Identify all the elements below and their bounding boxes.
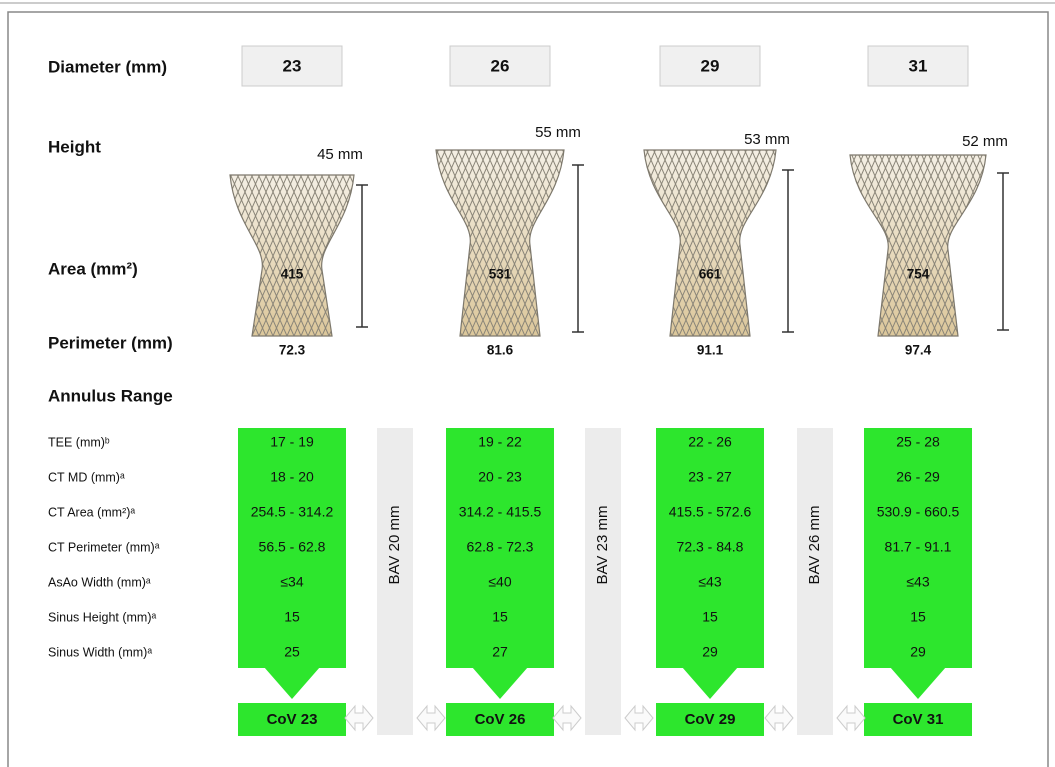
label: Diameter (mm): [48, 57, 167, 76]
row-label: CT Perimeter (mm)ᵃ: [48, 540, 160, 554]
bav-arrow: [836, 704, 866, 732]
range: 415.5 - 572.6: [669, 504, 752, 520]
label: Height: [48, 137, 101, 156]
range: 29: [702, 644, 718, 660]
range: 530.9 - 660.5: [877, 504, 960, 520]
cov: CoV 23: [267, 711, 318, 728]
range: 15: [492, 609, 508, 625]
bav: BAV 23 mm: [594, 506, 611, 585]
range: 15: [910, 609, 926, 625]
diameter-box: [659, 45, 761, 87]
bav-arrow: [624, 704, 654, 732]
bav: BAV 20 mm: [386, 506, 403, 585]
bav-arrow: [416, 704, 446, 732]
range: 72.3 - 84.8: [677, 539, 744, 555]
range: 81.7 - 91.1: [885, 539, 952, 555]
range-arrow: [890, 667, 946, 699]
range: 15: [702, 609, 718, 625]
height: 53 mm: [744, 131, 790, 148]
bav-bar: [797, 428, 833, 735]
range: 20 - 23: [478, 469, 522, 485]
range-arrow: [472, 667, 528, 699]
diameter-box: [867, 45, 969, 87]
cov: CoV 26: [475, 711, 526, 728]
area: 754: [907, 267, 930, 282]
range: 26 - 29: [896, 469, 940, 485]
perimeter: 97.4: [905, 343, 932, 358]
valve-frame: [849, 154, 987, 337]
height: 55 mm: [535, 124, 581, 141]
range: ≤43: [906, 574, 929, 590]
range: 17 - 19: [270, 434, 314, 450]
range: 22 - 26: [688, 434, 732, 450]
cov: CoV 29: [685, 711, 736, 728]
area: 415: [281, 267, 304, 282]
range: 62.8 - 72.3: [467, 539, 534, 555]
height: 52 mm: [962, 133, 1008, 150]
row-label: Sinus Width (mm)ᵃ: [48, 645, 152, 659]
bav-arrow: [552, 704, 582, 732]
range: 25 - 28: [896, 434, 940, 450]
height: 45 mm: [317, 146, 363, 163]
range: 25: [284, 644, 300, 660]
range-arrow: [682, 667, 738, 699]
range: 19 - 22: [478, 434, 522, 450]
perimeter: 81.6: [487, 343, 514, 358]
range: 29: [910, 644, 926, 660]
row-label: CT Area (mm²)ᵃ: [48, 505, 135, 519]
row-label: TEE (mm)ᵇ: [48, 435, 110, 449]
diameter: 26: [491, 56, 510, 75]
label: Annulus Range: [48, 386, 173, 405]
range: 18 - 20: [270, 469, 314, 485]
bav: BAV 26 mm: [806, 506, 823, 585]
range: 23 - 27: [688, 469, 732, 485]
label: Area (mm²): [48, 259, 138, 278]
range-column: [864, 428, 972, 668]
valve-frame: [643, 149, 777, 337]
area: 661: [699, 267, 722, 282]
diameter: 31: [909, 56, 928, 75]
bav-bar: [585, 428, 621, 735]
range: ≤40: [488, 574, 511, 590]
bav-arrow: [764, 704, 794, 732]
cov-box: [446, 703, 554, 736]
valve-frame: [435, 149, 565, 337]
diameter-box: [449, 45, 551, 87]
row-label: Sinus Height (mm)ᵃ: [48, 610, 156, 624]
area: 531: [489, 267, 512, 282]
frame: [7, 11, 1049, 767]
range: 314.2 - 415.5: [459, 504, 542, 520]
range: ≤34: [280, 574, 303, 590]
range: 56.5 - 62.8: [259, 539, 326, 555]
cov: CoV 31: [893, 711, 944, 728]
perimeter: 72.3: [279, 343, 306, 358]
diameter: 23: [283, 56, 302, 75]
row-label: AsAo Width (mm)ᵃ: [48, 575, 151, 589]
bav-arrow: [344, 704, 374, 732]
range-column: [446, 428, 554, 668]
cov-box: [656, 703, 764, 736]
range: 15: [284, 609, 300, 625]
range: 27: [492, 644, 508, 660]
diameter-box: [241, 45, 343, 87]
bav-bar: [377, 428, 413, 735]
valve-frame: [229, 174, 355, 337]
range-arrow: [264, 667, 320, 699]
row-label: CT MD (mm)ᵃ: [48, 470, 125, 484]
cov-box: [864, 703, 972, 736]
perimeter: 91.1: [697, 343, 724, 358]
range: ≤43: [698, 574, 721, 590]
range-column: [656, 428, 764, 668]
label: Perimeter (mm): [48, 333, 173, 352]
range-column: [238, 428, 346, 668]
range: 254.5 - 314.2: [251, 504, 334, 520]
cov-box: [238, 703, 346, 736]
diameter: 29: [701, 56, 720, 75]
